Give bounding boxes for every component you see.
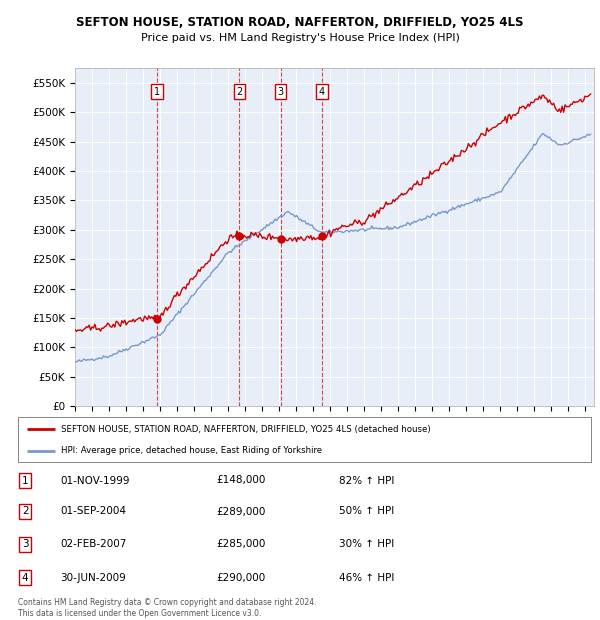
Text: Contains HM Land Registry data © Crown copyright and database right 2024.
This d: Contains HM Land Registry data © Crown c… [18,598,317,618]
Text: £290,000: £290,000 [216,573,265,583]
Text: 30% ↑ HPI: 30% ↑ HPI [339,539,394,549]
Text: SEFTON HOUSE, STATION ROAD, NAFFERTON, DRIFFIELD, YO25 4LS: SEFTON HOUSE, STATION ROAD, NAFFERTON, D… [76,17,524,29]
Text: 82% ↑ HPI: 82% ↑ HPI [339,476,394,485]
Text: £285,000: £285,000 [216,539,265,549]
Text: 3: 3 [278,87,284,97]
Text: 46% ↑ HPI: 46% ↑ HPI [339,573,394,583]
Text: 1: 1 [154,87,160,97]
Text: 02-FEB-2007: 02-FEB-2007 [60,539,127,549]
Text: Price paid vs. HM Land Registry's House Price Index (HPI): Price paid vs. HM Land Registry's House … [140,33,460,43]
Text: 4: 4 [22,573,29,583]
Text: SEFTON HOUSE, STATION ROAD, NAFFERTON, DRIFFIELD, YO25 4LS (detached house): SEFTON HOUSE, STATION ROAD, NAFFERTON, D… [61,425,431,434]
Text: £289,000: £289,000 [216,507,265,516]
Text: 2: 2 [22,507,29,516]
Text: 1: 1 [22,476,29,485]
Text: 4: 4 [319,87,325,97]
Text: 01-SEP-2004: 01-SEP-2004 [60,507,126,516]
Text: £148,000: £148,000 [216,476,265,485]
Text: HPI: Average price, detached house, East Riding of Yorkshire: HPI: Average price, detached house, East… [61,446,322,455]
Text: 01-NOV-1999: 01-NOV-1999 [60,476,130,485]
Text: 50% ↑ HPI: 50% ↑ HPI [339,507,394,516]
Text: 2: 2 [236,87,242,97]
Text: 3: 3 [22,539,29,549]
Text: 30-JUN-2009: 30-JUN-2009 [60,573,126,583]
